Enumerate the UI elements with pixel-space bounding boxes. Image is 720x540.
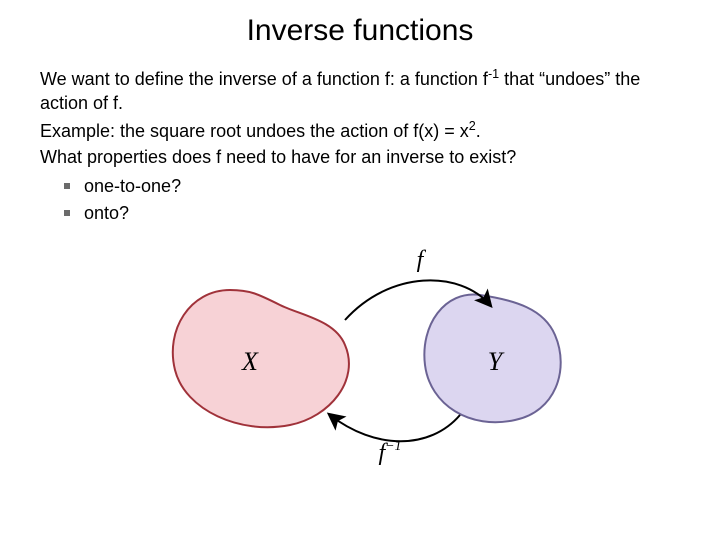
inverse-function-diagram: X Y f f−1 [150, 235, 570, 465]
finv-sup: −1 [385, 439, 401, 454]
blob-x-label: X [241, 347, 259, 376]
slide: Inverse functions We want to define the … [0, 0, 720, 540]
slide-title: Inverse functions [40, 14, 680, 48]
paragraph-3: What properties does f need to have for … [40, 145, 680, 169]
arrow-f-inverse [330, 415, 460, 441]
arrow-f-label: f [417, 247, 427, 273]
blob-x [173, 290, 349, 427]
diagram-container: X Y f f−1 [40, 235, 680, 470]
paragraph-1: We want to define the inverse of a funct… [40, 66, 680, 116]
bullet-item: onto? [64, 200, 680, 227]
blob-y-label: Y [488, 347, 505, 376]
p2-post: . [476, 121, 481, 141]
paragraph-2: Example: the square root undoes the acti… [40, 118, 680, 143]
arrow-f-inverse-label: f−1 [378, 439, 401, 465]
p2-sup: 2 [469, 119, 476, 133]
bullet-list: one-to-one? onto? [64, 173, 680, 227]
p1-pre: We want to define the inverse of a funct… [40, 69, 488, 89]
p1-sup: -1 [488, 67, 499, 81]
p2-pre: Example: the square root undoes the acti… [40, 121, 469, 141]
bullet-item: one-to-one? [64, 173, 680, 200]
